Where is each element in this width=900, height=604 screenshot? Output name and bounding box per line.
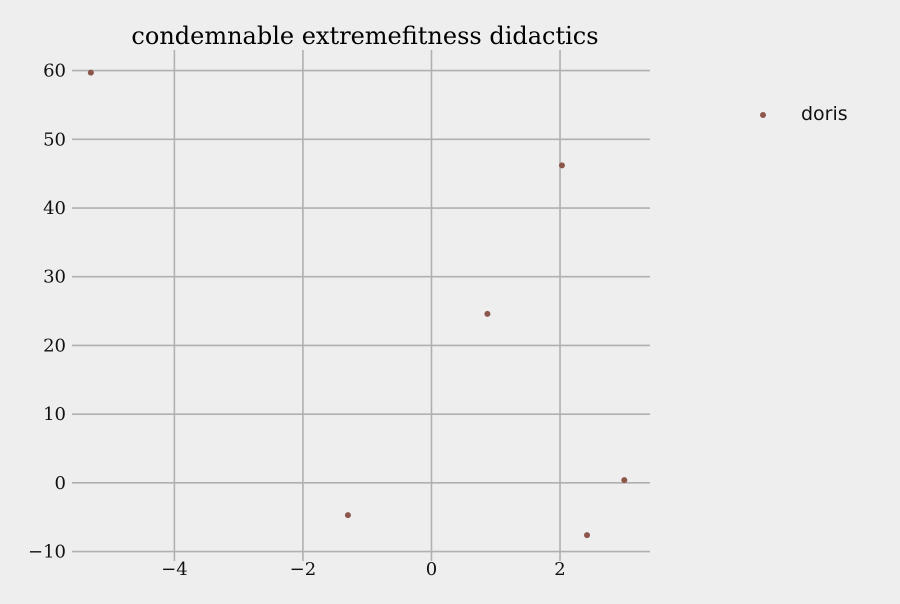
- x-tick-label: 0: [426, 559, 437, 580]
- data-point[interactable]: [584, 532, 591, 539]
- x-tick-label: −2: [290, 559, 317, 580]
- data-point[interactable]: [621, 477, 628, 484]
- data-point[interactable]: [87, 69, 94, 76]
- x-tick-label: 2: [554, 559, 565, 580]
- y-tick-label: 50: [43, 129, 66, 150]
- y-tick-label: 30: [43, 267, 66, 288]
- data-points: [87, 69, 628, 539]
- x-tick-labels: −4 −2 0 2: [161, 559, 566, 580]
- y-tick-label: 0: [55, 473, 66, 494]
- legend-marker: [760, 112, 766, 118]
- grid-lines: [72, 50, 650, 561]
- y-tick-labels: −10 0 10 20 30 40 50 60: [28, 61, 66, 563]
- data-point[interactable]: [558, 162, 565, 169]
- y-tick-label: 60: [43, 61, 66, 82]
- y-tick-label: 20: [43, 335, 66, 356]
- data-point[interactable]: [484, 310, 491, 317]
- legend-label-doris: doris: [801, 103, 848, 125]
- data-point[interactable]: [344, 512, 351, 519]
- y-tick-label: −10: [28, 542, 66, 563]
- x-tick-label: −4: [161, 559, 188, 580]
- chart-title: condemnable extremefitness didactics: [131, 22, 598, 50]
- y-tick-label: 10: [43, 404, 66, 425]
- legend[interactable]: doris: [760, 103, 848, 125]
- y-tick-label: 40: [43, 198, 66, 219]
